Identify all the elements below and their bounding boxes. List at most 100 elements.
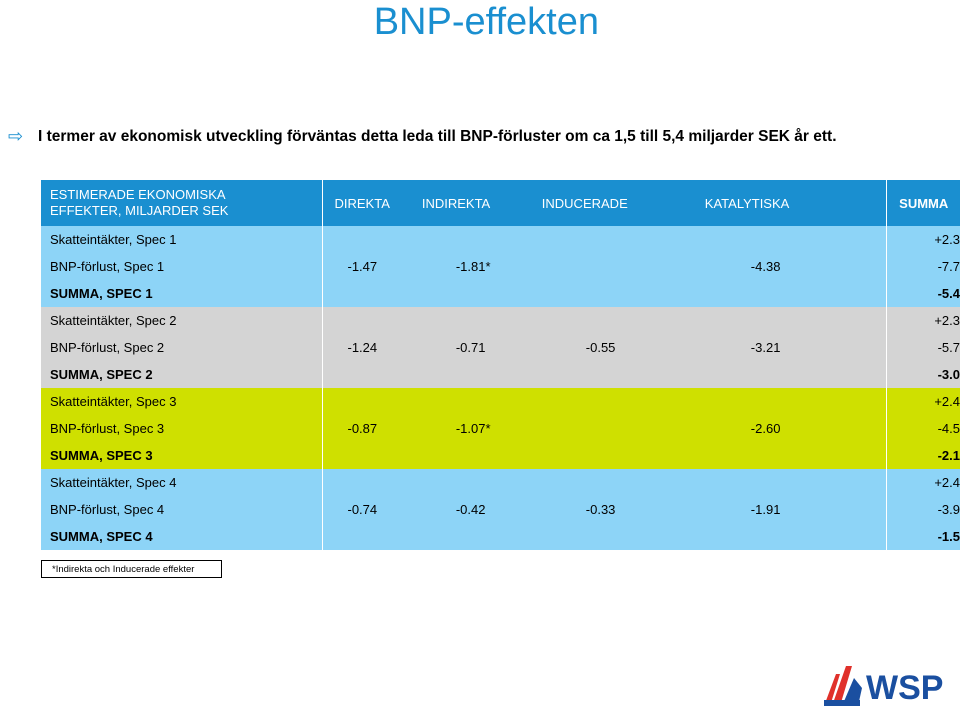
page-title: BNP-effekten	[0, 0, 945, 44]
table-row-total: SUMMA, SPEC 2 -3.0	[41, 361, 960, 388]
cell-summa: -5.4	[886, 280, 960, 307]
cell-indirekta	[421, 361, 542, 388]
cell-inducerade	[541, 469, 685, 496]
cell-indirekta	[421, 226, 542, 253]
cell-indirekta	[421, 442, 542, 469]
table-row: BNP-förlust, Spec 1 -1.47 -1.81* -4.38 -…	[41, 253, 960, 280]
cell-inducerade	[541, 307, 685, 334]
cell-indirekta	[421, 469, 542, 496]
footnote: *Indirekta och Inducerade effekter	[41, 560, 222, 578]
wsp-logo: WSP	[822, 660, 958, 713]
cell-indirekta	[421, 523, 542, 550]
cell-summa-value: +2.3	[934, 232, 960, 247]
header-direkta: DIREKTA	[322, 180, 422, 226]
cell-inducerade	[541, 388, 685, 415]
cell-summa-value: -1.5	[937, 529, 960, 544]
cell-summa-value: -3.9	[937, 502, 960, 517]
cell-inducerade	[541, 361, 685, 388]
cell-katalytiska	[684, 361, 887, 388]
row-label: Skatteintäkter, Spec 1	[41, 226, 323, 253]
cell-katalytiska: -4.38	[684, 253, 887, 280]
cell-inducerade	[541, 226, 685, 253]
page-title-text: BNP-effekten	[373, 1, 599, 43]
cell-direkta	[322, 523, 422, 550]
cell-summa: -2.1	[886, 442, 960, 469]
table-header-row: ESTIMERADE EKONOMISKA EFFEKTER, MILJARDE…	[41, 180, 960, 226]
arrow-right-icon: ⇨	[8, 126, 24, 146]
wsp-logo-icon: WSP	[824, 666, 943, 707]
cell-direkta: -0.74	[322, 496, 422, 523]
cell-inducerade	[541, 523, 685, 550]
cell-direkta	[322, 469, 422, 496]
table-row: BNP-förlust, Spec 2 -1.24 -0.71 -0.55 -3…	[41, 334, 960, 361]
cell-direkta: -1.47	[322, 253, 422, 280]
cell-summa: -5.7	[886, 334, 960, 361]
cell-summa-value: -4.5	[937, 421, 960, 436]
logo-text: WSP	[866, 669, 943, 707]
cell-direkta	[322, 361, 422, 388]
row-label: Skatteintäkter, Spec 3	[41, 388, 323, 415]
cell-summa: -4.5	[886, 415, 960, 442]
cell-katalytiska	[684, 280, 887, 307]
row-label: BNP-förlust, Spec 1	[41, 253, 323, 280]
cell-katalytiska: -2.60	[684, 415, 887, 442]
cell-katalytiska	[684, 226, 887, 253]
cell-direkta	[322, 226, 422, 253]
cell-direkta: -0.87	[322, 415, 422, 442]
table-row: Skatteintäkter, Spec 1 +2.3	[41, 226, 960, 253]
row-label: BNP-förlust, Spec 2	[41, 334, 323, 361]
table-row-total: SUMMA, SPEC 1 -5.4	[41, 280, 960, 307]
row-label: Skatteintäkter, Spec 2	[41, 307, 323, 334]
row-label: SUMMA, SPEC 4	[41, 523, 323, 550]
cell-inducerade: -0.33	[541, 496, 685, 523]
cell-direkta	[322, 280, 422, 307]
cell-summa: -3.0	[886, 361, 960, 388]
cell-inducerade	[541, 415, 685, 442]
cell-direkta	[322, 442, 422, 469]
table-row-total: SUMMA, SPEC 4 -1.5	[41, 523, 960, 550]
cell-indirekta: -0.42	[421, 496, 542, 523]
cell-inducerade	[541, 253, 685, 280]
table-row: BNP-förlust, Spec 3 -0.87 -1.07* -2.60 -…	[41, 415, 960, 442]
table-row: Skatteintäkter, Spec 4 +2.4	[41, 469, 960, 496]
lead-bullet: ⇨ I termer av ekonomisk utveckling förvä…	[8, 126, 837, 147]
cell-indirekta: -1.07*	[421, 415, 542, 442]
cell-katalytiska	[684, 388, 887, 415]
table-row-total: SUMMA, SPEC 3 -2.1	[41, 442, 960, 469]
cell-indirekta	[421, 388, 542, 415]
cell-katalytiska: -1.91	[684, 496, 887, 523]
cell-direkta: -1.24	[322, 334, 422, 361]
cell-direkta	[322, 307, 422, 334]
cell-summa: +2.4	[886, 469, 960, 496]
cell-indirekta: -0.71	[421, 334, 542, 361]
cell-inducerade	[541, 442, 685, 469]
header-katalytiska: KATALYTISKA	[684, 180, 887, 226]
header-label: ESTIMERADE EKONOMISKA EFFEKTER, MILJARDE…	[41, 180, 323, 226]
cell-summa: -1.5	[886, 523, 960, 550]
row-label: SUMMA, SPEC 1	[41, 280, 323, 307]
row-label: Skatteintäkter, Spec 4	[41, 469, 323, 496]
cell-summa-value: -2.1	[937, 448, 960, 463]
cell-summa: +2.3	[886, 307, 960, 334]
cell-summa-value: -7.7	[937, 259, 960, 274]
cell-summa-value: +2.3	[934, 313, 960, 328]
row-label: SUMMA, SPEC 3	[41, 442, 323, 469]
table-row: Skatteintäkter, Spec 2 +2.3	[41, 307, 960, 334]
cell-summa: +2.3	[886, 226, 960, 253]
cell-indirekta	[421, 307, 542, 334]
cell-katalytiska	[684, 307, 887, 334]
cell-inducerade	[541, 280, 685, 307]
cell-summa: -3.9	[886, 496, 960, 523]
cell-katalytiska	[684, 442, 887, 469]
cell-katalytiska	[684, 469, 887, 496]
economic-effects-table: ESTIMERADE EKONOMISKA EFFEKTER, MILJARDE…	[41, 180, 960, 550]
cell-summa-value: -3.0	[937, 367, 960, 382]
cell-summa-value: -5.7	[937, 340, 960, 355]
cell-direkta	[322, 388, 422, 415]
header-summa: SUMMA	[886, 180, 960, 226]
cell-summa-value: +2.4	[934, 394, 960, 409]
lead-text: I termer av ekonomisk utveckling förvänt…	[38, 127, 837, 145]
cell-summa-value: -5.4	[937, 286, 960, 301]
row-label: BNP-förlust, Spec 3	[41, 415, 323, 442]
header-inducerade: INDUCERADE	[541, 180, 685, 226]
